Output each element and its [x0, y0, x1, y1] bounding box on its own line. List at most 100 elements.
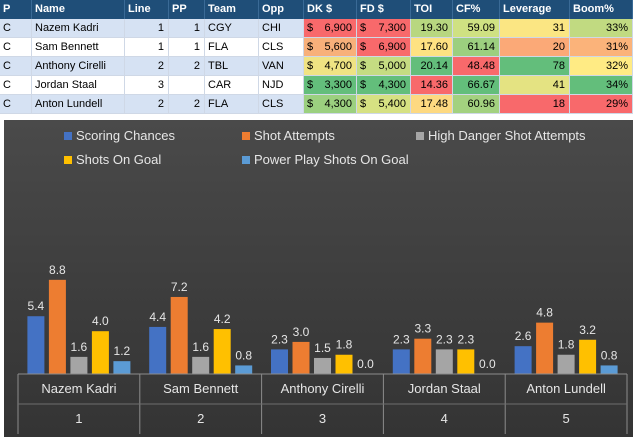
- bar: [314, 357, 331, 374]
- x-tick-label: Anton Lundell: [526, 381, 606, 396]
- data-label: 8.8: [49, 263, 66, 277]
- column-header[interactable]: Opp: [259, 0, 304, 19]
- column-header[interactable]: TOI: [411, 0, 453, 19]
- column-header[interactable]: FD $: [357, 0, 411, 19]
- cell-cf: 48.48: [453, 57, 500, 76]
- bar: [48, 279, 66, 374]
- cell-opp: CLS: [259, 95, 304, 114]
- cell-line: 1: [125, 38, 169, 57]
- cell-opp: NJD: [259, 76, 304, 95]
- data-label: 3.2: [579, 323, 596, 337]
- bar: [113, 361, 131, 374]
- cell-leverage: 41: [500, 76, 570, 95]
- data-label: 0.0: [357, 357, 374, 371]
- cell-line: 2: [125, 95, 169, 114]
- x-tick-index: 3: [319, 411, 326, 426]
- bar: [514, 346, 532, 374]
- cell-cf: 59.09: [453, 19, 500, 38]
- data-label: 0.0: [479, 357, 496, 371]
- currency-value: 6,900: [324, 22, 352, 34]
- data-label: 1.2: [114, 344, 131, 358]
- cell-cf: 60.96: [453, 95, 500, 114]
- cell-leverage: 78: [500, 57, 570, 76]
- column-header[interactable]: DK $: [304, 0, 357, 19]
- data-label: 0.8: [601, 348, 618, 362]
- currency-symbol: $: [360, 41, 367, 53]
- cell-fd: $7,300: [357, 19, 411, 38]
- bar: [70, 356, 88, 374]
- cell-toi: 17.48: [411, 95, 453, 114]
- cell-fd: $5,000: [357, 57, 411, 76]
- cell-name: Anthony Cirelli: [32, 57, 125, 76]
- currency-value: 4,700: [324, 60, 352, 72]
- currency-symbol: $: [307, 98, 314, 110]
- cell-line: 2: [125, 57, 169, 76]
- cell-cf: 66.67: [453, 76, 500, 95]
- cell-opp: CLS: [259, 38, 304, 57]
- data-label: 3.3: [414, 322, 431, 336]
- x-tick-index: 4: [441, 411, 448, 426]
- cell-name: Sam Bennett: [32, 38, 125, 57]
- data-label: 2.6: [515, 329, 532, 343]
- column-header[interactable]: Boom%: [570, 0, 633, 19]
- x-tick-label: Anthony Cirelli: [281, 381, 365, 396]
- cell-pp: 1: [169, 38, 205, 57]
- cell-toi: 14.36: [411, 76, 453, 95]
- cell-pos: C: [0, 76, 32, 95]
- cell-pp: 2: [169, 57, 205, 76]
- cell-team: CGY: [205, 19, 259, 38]
- table-row: C Nazem Kadri 1 1 CGY CHI $6,900 $7,300 19.30 59.…: [0, 19, 633, 38]
- bar: [170, 296, 188, 374]
- cell-boom: 31%: [570, 38, 633, 57]
- x-tick-label: Sam Bennett: [163, 381, 239, 396]
- x-tick-index: 2: [197, 411, 204, 426]
- column-header[interactable]: PP: [169, 0, 205, 19]
- cell-pp: 2: [169, 95, 205, 114]
- cell-dk: $3,300: [304, 76, 357, 95]
- x-tick-index: 5: [562, 411, 569, 426]
- bar: [213, 329, 231, 374]
- cell-toi: 20.14: [411, 57, 453, 76]
- data-label: 1.8: [558, 338, 575, 352]
- currency-value: 7,300: [378, 22, 406, 34]
- table-row: C Anton Lundell 2 2 FLA CLS $4,300 $5,400 17.48 6…: [0, 95, 633, 114]
- table-header: P Name Line PP Team Opp DK $ FD $ TOI CF% Leverage…: [0, 0, 633, 19]
- cell-toi: 17.60: [411, 38, 453, 57]
- legend-label: Shot Attempts: [254, 128, 335, 143]
- currency-value: 4,300: [378, 79, 406, 91]
- column-header[interactable]: Leverage: [500, 0, 570, 19]
- column-header[interactable]: Line: [125, 0, 169, 19]
- cell-pos: C: [0, 95, 32, 114]
- cell-line: 1: [125, 19, 169, 38]
- cell-pos: C: [0, 19, 32, 38]
- cell-cf: 61.14: [453, 38, 500, 57]
- bar: [457, 349, 475, 374]
- column-header[interactable]: Name: [32, 0, 125, 19]
- data-label: 1.5: [314, 341, 331, 355]
- data-label: 1.6: [71, 340, 88, 354]
- column-header[interactable]: P: [0, 0, 32, 19]
- column-header[interactable]: Team: [205, 0, 259, 19]
- bar: [149, 326, 167, 374]
- data-label: 4.4: [149, 310, 166, 324]
- currency-symbol: $: [307, 79, 314, 91]
- cell-line: 3: [125, 76, 169, 95]
- cell-boom: 34%: [570, 76, 633, 95]
- column-header[interactable]: CF%: [453, 0, 500, 19]
- cell-pos: C: [0, 57, 32, 76]
- currency-value: 5,000: [378, 60, 406, 72]
- data-label: 5.4: [28, 299, 45, 313]
- currency-symbol: $: [307, 60, 314, 72]
- currency-value: 4,300: [324, 98, 352, 110]
- x-tick-index: 1: [75, 411, 82, 426]
- table-row: C Jordan Staal 3 CAR NJD $3,300 $4,300 14.36 66.…: [0, 76, 633, 95]
- legend-swatch: [242, 156, 250, 164]
- data-label: 4.2: [214, 312, 231, 326]
- currency-symbol: $: [360, 22, 367, 34]
- x-tick-label: Jordan Staal: [408, 381, 481, 396]
- cell-boom: 32%: [570, 57, 633, 76]
- bar: [292, 341, 310, 374]
- legend-swatch: [64, 132, 72, 140]
- currency-value: 3,300: [324, 79, 352, 91]
- bar: [536, 322, 554, 374]
